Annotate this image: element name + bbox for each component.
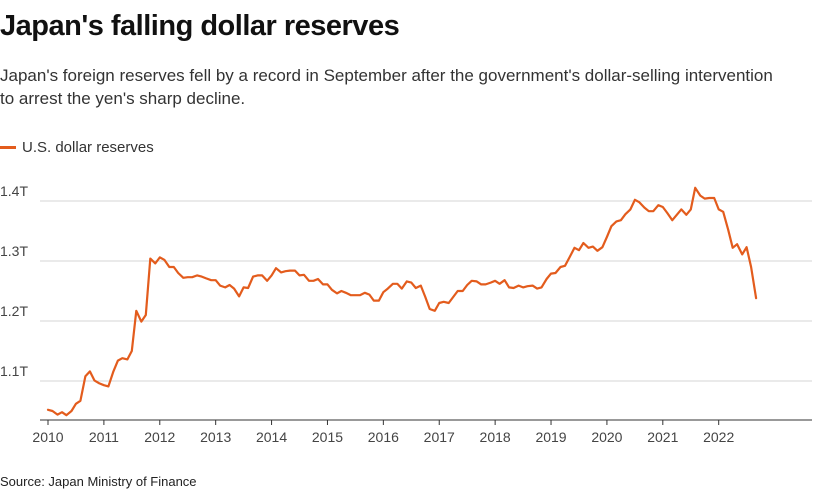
series: [46, 186, 758, 417]
x-tick-label: 2019: [535, 429, 566, 445]
x-tick-label: 2014: [256, 429, 287, 445]
x-tick-label: 2015: [312, 429, 343, 445]
x-tick-label: 2011: [89, 429, 119, 445]
x-tick-label: 2022: [703, 429, 734, 445]
x-tick-label: 2016: [368, 429, 399, 445]
y-tick-label: 1.3T: [0, 243, 28, 259]
x-tick-label: 2013: [200, 429, 231, 445]
legend-label: U.S. dollar reserves: [22, 139, 154, 156]
source-note: Source: Japan Ministry of Finance: [0, 474, 197, 489]
y-tick-label: 1.1T: [0, 363, 28, 379]
x-tick-label: 2010: [32, 429, 63, 445]
y-tick-label: 1.4T: [0, 183, 28, 199]
series-line-0: [46, 186, 758, 417]
chart-title: Japan's falling dollar reserves: [0, 10, 400, 42]
legend-swatch: [0, 146, 16, 149]
x-tick-label: 2017: [424, 429, 455, 445]
x-tick-label: 2020: [591, 429, 622, 445]
y-tick-label: 1.2T: [0, 303, 28, 319]
x-tick-label: 2012: [144, 429, 175, 445]
y-axis: 1.1T 1.2T 1.3T 1.4T: [0, 183, 28, 379]
x-tick-label: 2021: [647, 429, 678, 445]
chart-subtitle: Japan's foreign reserves fell by a recor…: [0, 66, 773, 108]
x-axis: 2010 2011 2012 2013 2014 2015 2016 2017 2018 2019…: [32, 419, 812, 445]
x-tick-label: 2018: [480, 429, 511, 445]
legend: U.S. dollar reserves: [0, 139, 154, 156]
gridlines: [40, 200, 812, 382]
